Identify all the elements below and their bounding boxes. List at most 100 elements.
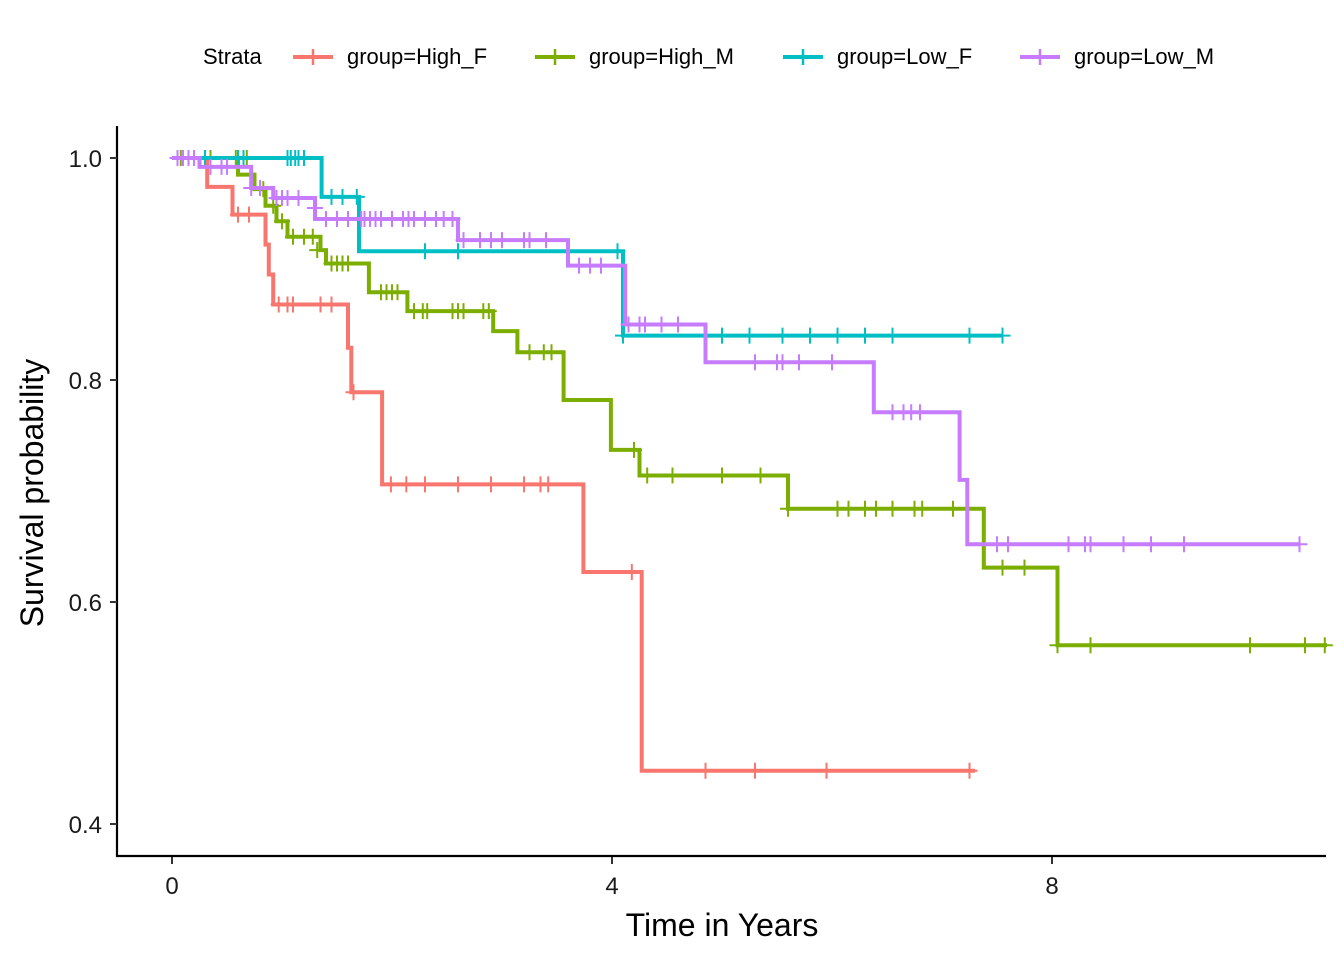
- censor-mark: [623, 564, 640, 581]
- y-tick-label: 0.8: [69, 368, 102, 395]
- censor-mark: [1082, 536, 1099, 553]
- y-tick-label: 1.0: [69, 146, 102, 173]
- censor-mark: [516, 476, 532, 493]
- y-axis-title: Survival probability: [14, 359, 50, 628]
- censor-mark: [389, 284, 406, 301]
- censor-mark: [1115, 536, 1132, 553]
- censor-mark: [340, 255, 356, 272]
- censor-mark: [450, 243, 466, 260]
- censor-mark: [774, 354, 791, 371]
- y-tick-label: 0.4: [69, 812, 102, 839]
- survival-curve: [172, 156, 1300, 547]
- censor-mark: [994, 327, 1011, 344]
- x-tick-label: 4: [605, 873, 618, 900]
- censor-mark: [455, 303, 472, 320]
- censor-mark: [455, 232, 472, 249]
- censor-mark: [791, 354, 807, 371]
- series-low-f: [169, 150, 1011, 344]
- censor-mark: [444, 211, 461, 228]
- censor-mark: [1242, 637, 1258, 654]
- censor-mark: [419, 303, 436, 320]
- censor-mark: [1316, 637, 1333, 654]
- censor-mark: [307, 199, 323, 216]
- censor-mark: [345, 384, 362, 401]
- censor-mark: [304, 228, 321, 245]
- censor-mark: [912, 404, 928, 421]
- censor-mark: [884, 327, 901, 344]
- censor-mark: [747, 354, 763, 371]
- censor-mark: [774, 327, 791, 344]
- censor-mark: [290, 189, 307, 206]
- censor-mark: [697, 762, 714, 779]
- x-tick-label: 0: [165, 873, 178, 900]
- censor-mark: [945, 500, 961, 517]
- legend-item: group=Low_M: [1020, 44, 1214, 69]
- legend-label: group=High_F: [347, 44, 487, 69]
- censor-mark: [348, 188, 365, 205]
- censor-mark: [417, 243, 433, 260]
- censor-mark: [398, 476, 415, 493]
- censor-mark: [382, 476, 399, 493]
- censor-mark: [741, 327, 758, 344]
- censor-mark: [309, 242, 326, 259]
- legend-label: group=Low_F: [837, 44, 972, 69]
- censor-mark: [714, 467, 730, 484]
- survival-curve: [172, 156, 1003, 338]
- axes: 0.4 0.6 0.8 1.0 0 4 8: [69, 126, 1326, 900]
- censor-mark: [521, 232, 538, 249]
- censor-mark: [219, 158, 235, 175]
- censor-mark: [1049, 637, 1066, 654]
- censor-mark: [417, 476, 433, 493]
- censor-mark: [752, 467, 769, 484]
- censor-mark: [1016, 559, 1033, 576]
- survival-curve: [172, 156, 1327, 648]
- censor-mark: [450, 476, 466, 493]
- censor-mark: [780, 500, 796, 517]
- censor-mark: [884, 500, 901, 517]
- x-tick-label: 8: [1045, 873, 1058, 900]
- censor-mark: [274, 213, 290, 230]
- survival-curve: [172, 156, 975, 773]
- censor-mark: [241, 206, 257, 223]
- censor-mark: [543, 344, 560, 361]
- legend-label: group=Low_M: [1074, 44, 1214, 69]
- censor-mark: [961, 762, 978, 779]
- censor-mark: [994, 559, 1011, 576]
- legend-title: Strata: [203, 44, 262, 69]
- censor-mark: [1000, 536, 1016, 553]
- censor-mark: [609, 243, 626, 260]
- series-layer: [169, 150, 1333, 779]
- series-high-m: [172, 150, 1333, 654]
- censor-mark: [593, 257, 609, 274]
- censor-mark: [1082, 637, 1099, 654]
- censor-mark: [714, 327, 730, 344]
- censor-mark: [235, 150, 252, 166]
- legend-item: group=High_F: [293, 44, 487, 69]
- censor-mark: [1176, 536, 1192, 553]
- censor-mark: [857, 327, 873, 344]
- legend-item: group=High_M: [535, 44, 734, 69]
- censor-mark: [747, 762, 763, 779]
- censor-mark: [961, 327, 978, 344]
- censor-mark: [637, 316, 653, 333]
- censor-mark: [868, 500, 884, 517]
- censor-mark: [1297, 637, 1313, 654]
- censor-mark: [1060, 536, 1077, 553]
- series-low-m: [169, 150, 1308, 553]
- censor-mark: [664, 467, 681, 484]
- censor-mark: [252, 179, 268, 196]
- legend-label: group=High_M: [589, 44, 734, 69]
- censor-mark: [265, 197, 282, 214]
- censor-mark: [829, 327, 846, 344]
- censor-mark: [840, 500, 857, 517]
- censor-mark: [186, 150, 202, 166]
- censor-mark: [480, 303, 497, 320]
- censor-mark: [639, 467, 656, 484]
- censor-mark: [538, 232, 554, 249]
- censor-mark: [483, 476, 499, 493]
- censor-mark: [1143, 536, 1159, 553]
- censor-mark: [494, 232, 510, 249]
- censor-mark: [626, 441, 642, 458]
- censor-mark: [1291, 536, 1308, 553]
